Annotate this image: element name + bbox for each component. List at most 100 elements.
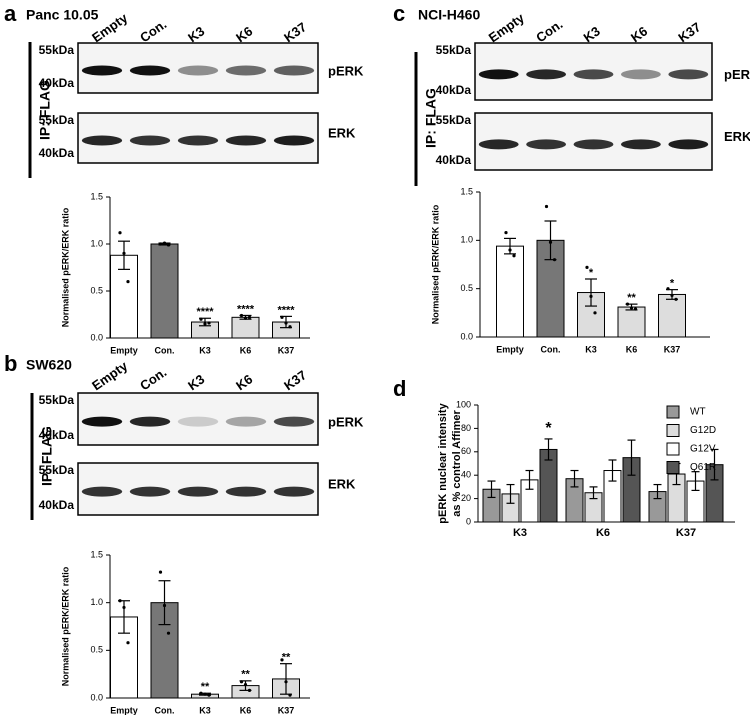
lane-label: Con. bbox=[137, 364, 169, 393]
data-point bbox=[122, 605, 126, 610]
data-point bbox=[284, 680, 288, 684]
blot-band bbox=[177, 486, 219, 497]
blot-band bbox=[273, 135, 315, 146]
blot-band bbox=[129, 416, 171, 427]
strip-label: ERK bbox=[328, 476, 356, 491]
panel-title: SW620 bbox=[26, 357, 72, 373]
x-tick-label: K37 bbox=[676, 527, 696, 539]
significance: **** bbox=[277, 304, 295, 316]
data-point bbox=[166, 631, 171, 635]
significance: **** bbox=[196, 306, 214, 318]
x-tick-label: Empty bbox=[496, 344, 524, 354]
x-tick-label: Con. bbox=[155, 345, 175, 355]
data-point bbox=[158, 242, 163, 246]
data-point bbox=[122, 251, 126, 255]
x-tick-label: K37 bbox=[278, 345, 295, 355]
x-tick-label: K37 bbox=[664, 344, 681, 354]
data-point bbox=[508, 248, 512, 252]
bar bbox=[150, 243, 179, 339]
data-point bbox=[118, 599, 122, 603]
legend-label: Q61R bbox=[690, 462, 716, 473]
lane-label: Con. bbox=[533, 16, 565, 45]
legend-label: G12V bbox=[690, 444, 716, 455]
bar bbox=[658, 293, 686, 338]
lane-label: Con. bbox=[137, 16, 169, 45]
y-axis-label: Normalised pERK/ERK ratio bbox=[430, 204, 440, 324]
x-tick-label: Con. bbox=[541, 344, 561, 354]
y-tick-label: 20 bbox=[461, 493, 471, 503]
y-tick-label: 1.0 bbox=[90, 597, 103, 607]
blot-band bbox=[129, 486, 171, 497]
y-tick-label: 1.0 bbox=[460, 235, 473, 245]
data-point bbox=[203, 692, 207, 696]
marker-label: 40kDa bbox=[39, 146, 75, 160]
blot-band bbox=[81, 65, 123, 76]
data-point bbox=[280, 315, 284, 319]
bar bbox=[617, 306, 646, 338]
blot-band bbox=[225, 65, 267, 76]
x-tick-label: K6 bbox=[240, 345, 252, 355]
data-point bbox=[552, 258, 557, 262]
error-bar bbox=[506, 483, 515, 504]
x-tick-label: K3 bbox=[199, 705, 211, 715]
data-point bbox=[589, 294, 593, 298]
data-point bbox=[512, 254, 516, 258]
y-tick-label: 1.5 bbox=[90, 549, 103, 559]
blot-band bbox=[668, 69, 709, 80]
panel-letter: d bbox=[393, 376, 406, 401]
y-tick-label: 0 bbox=[466, 516, 471, 526]
blot-band bbox=[668, 139, 709, 150]
y-axis-label: Normalised pERK/ERK ratio bbox=[60, 207, 70, 327]
data-point bbox=[243, 683, 248, 687]
x-tick-label: K3 bbox=[513, 527, 527, 539]
x-tick-label: Con. bbox=[155, 705, 175, 715]
data-point bbox=[674, 297, 678, 301]
blot-band bbox=[81, 416, 123, 427]
panel-title: NCI-H460 bbox=[418, 7, 480, 23]
data-point bbox=[544, 204, 549, 209]
data-point bbox=[633, 307, 638, 311]
legend-label: G12D bbox=[690, 425, 716, 436]
blot-band bbox=[225, 416, 267, 427]
error-bar bbox=[570, 469, 579, 488]
data-point bbox=[162, 603, 167, 608]
strip-label: pERK bbox=[724, 67, 750, 82]
blot-band bbox=[225, 135, 267, 146]
data-point bbox=[625, 302, 630, 306]
blot-band bbox=[573, 69, 614, 80]
data-point bbox=[504, 231, 508, 235]
lane-label: K3 bbox=[581, 23, 603, 45]
blot-band bbox=[620, 69, 661, 80]
blot-band bbox=[177, 416, 219, 427]
error-bar bbox=[525, 469, 534, 490]
data-point bbox=[126, 280, 130, 284]
ip-label: IP: FLAG bbox=[37, 80, 53, 140]
error-bar bbox=[118, 240, 130, 270]
x-tick-label: K3 bbox=[199, 345, 211, 355]
legend-swatch bbox=[666, 405, 680, 419]
legend-label: WT bbox=[690, 407, 706, 418]
error-bar bbox=[608, 459, 617, 482]
blot-band bbox=[177, 65, 219, 76]
y-tick-label: 0.5 bbox=[460, 283, 473, 293]
strip-label: ERK bbox=[724, 129, 750, 144]
data-point bbox=[670, 293, 674, 298]
data-point bbox=[247, 688, 252, 692]
blot-band bbox=[620, 139, 661, 150]
blot-band bbox=[177, 135, 219, 146]
lane-label: Empty bbox=[89, 358, 131, 394]
data-point bbox=[288, 325, 292, 329]
marker-label: 55kDa bbox=[39, 393, 75, 407]
blot-band bbox=[81, 486, 123, 497]
data-point bbox=[243, 316, 248, 320]
lane-label: K37 bbox=[281, 367, 309, 393]
data-point bbox=[207, 321, 211, 325]
data-point bbox=[203, 322, 207, 326]
error-bar bbox=[589, 486, 598, 500]
y-axis-label: as % control Affimer bbox=[451, 410, 463, 517]
significance: * bbox=[545, 420, 552, 437]
data-point bbox=[247, 315, 252, 319]
panel-title: Panc 10.05 bbox=[26, 7, 99, 23]
significance: ** bbox=[241, 669, 250, 681]
panel-letter: b bbox=[4, 351, 17, 376]
